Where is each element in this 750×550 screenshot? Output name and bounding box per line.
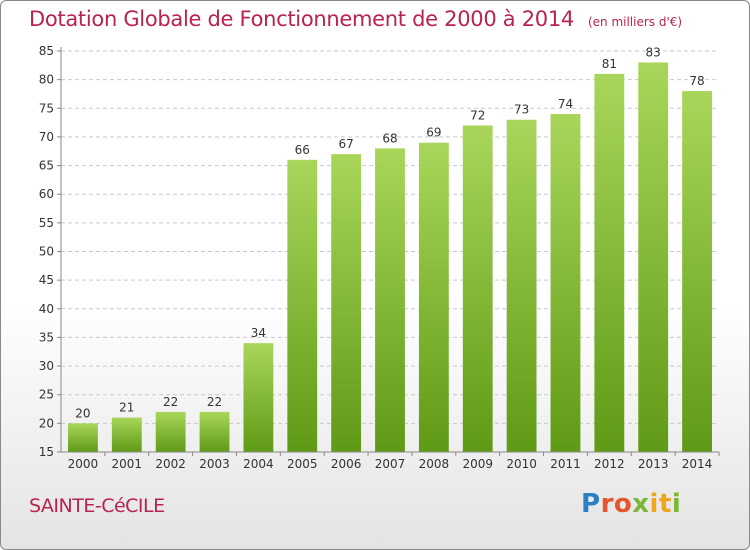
data-label-2014: 78 — [689, 74, 704, 88]
commune-name: SAINTE-CéCILE — [29, 495, 165, 517]
data-label-2006: 67 — [338, 137, 353, 151]
bar-2009 — [462, 125, 493, 452]
x-tick-label-2004: 2004 — [243, 457, 274, 471]
unit-label: (en milliers d'€) — [587, 15, 683, 29]
logo-letter: r — [600, 489, 614, 519]
bar-2005 — [287, 159, 318, 453]
bar-2014 — [682, 91, 712, 452]
y-tick-label: 80 — [39, 73, 54, 87]
data-label-2012: 81 — [602, 57, 617, 71]
y-tick-label: 50 — [39, 245, 54, 259]
bar-2006 — [331, 154, 362, 452]
data-label-2008: 69 — [426, 126, 441, 140]
proxiti-logo: Proxiti — [581, 489, 681, 519]
x-tick-label-2013: 2013 — [638, 457, 669, 471]
data-label-2009: 72 — [470, 108, 485, 122]
data-label-2013: 83 — [646, 45, 661, 59]
x-tick-label-2011: 2011 — [550, 457, 581, 471]
data-label-2004: 34 — [251, 326, 266, 340]
logo-letter: x — [632, 489, 650, 519]
y-tick-label: 35 — [39, 330, 54, 344]
data-label-2000: 20 — [75, 406, 90, 420]
data-label-2010: 73 — [514, 103, 529, 117]
x-tick-label-2007: 2007 — [375, 457, 406, 471]
data-label-2002: 22 — [163, 395, 178, 409]
y-tick-label: 45 — [39, 273, 54, 287]
y-tick-label: 20 — [39, 416, 54, 430]
x-tick-label-2010: 2010 — [506, 457, 537, 471]
y-tick-label: 65 — [39, 159, 54, 173]
x-tick-label-2008: 2008 — [419, 457, 450, 471]
y-tick-label: 15 — [39, 445, 54, 459]
y-tick-label: 40 — [39, 302, 54, 316]
y-tick-label: 85 — [39, 44, 54, 58]
bars — [68, 62, 712, 453]
logo-letter: P — [581, 489, 601, 519]
x-tick-label-2005: 2005 — [287, 457, 318, 471]
y-tick-label: 70 — [39, 130, 54, 144]
x-tick-label-2000: 2000 — [68, 457, 99, 471]
y-tick-label: 30 — [39, 359, 54, 373]
bar-2008 — [418, 142, 449, 452]
data-label-2001: 21 — [119, 401, 134, 415]
x-tick-label-2014: 2014 — [682, 457, 713, 471]
bar-2011 — [550, 114, 581, 452]
data-label-2011: 74 — [558, 97, 573, 111]
bar-2001 — [111, 417, 142, 452]
data-labels: 20 21 22 22 34 66 67 68 69 72 73 74 81 83 78 — [75, 45, 704, 420]
y-tick-label: 55 — [39, 216, 54, 230]
bar-2007 — [375, 148, 405, 452]
chart-title: Dotation Globale de Fonctionnement de 20… — [29, 7, 682, 31]
x-tick-label-2009: 2009 — [462, 457, 493, 471]
bar-2003 — [199, 411, 230, 452]
y-tick-label: 60 — [39, 187, 54, 201]
x-tick-label-2012: 2012 — [594, 457, 625, 471]
x-tick-label-2003: 2003 — [199, 457, 230, 471]
bar-2010 — [506, 119, 537, 452]
bar-2012 — [594, 73, 625, 453]
bar-2002 — [155, 411, 186, 452]
x-tick-label-2006: 2006 — [331, 457, 362, 471]
logo-letter: i — [671, 489, 682, 519]
bar-2013 — [638, 62, 669, 452]
logo-letter: t — [658, 489, 672, 519]
chart-title-text: Dotation Globale de Fonctionnement de 20… — [29, 7, 574, 31]
y-tick-label: 75 — [39, 101, 54, 115]
bar-2000 — [68, 423, 98, 452]
data-label-2007: 68 — [382, 131, 397, 145]
x-tick-label-2001: 2001 — [112, 457, 143, 471]
x-tick-label-2002: 2002 — [155, 457, 186, 471]
data-label-2005: 66 — [295, 143, 310, 157]
axes: 15 20 25 30 35 40 45 50 55 60 65 70 75 80 85 2000 2001 20… — [39, 44, 720, 471]
data-label-2003: 22 — [207, 395, 222, 409]
logo-letter: i — [649, 489, 659, 519]
y-tick-label: 25 — [39, 388, 54, 402]
logo-letter: o — [613, 489, 633, 519]
bar-2004 — [243, 343, 274, 452]
